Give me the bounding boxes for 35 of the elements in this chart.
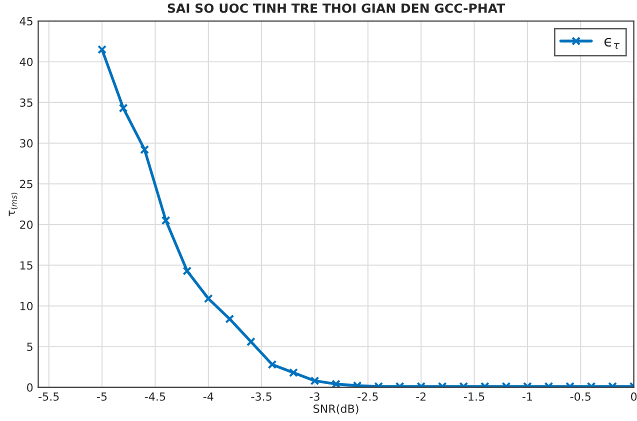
- point: [98, 45, 107, 54]
- point: [182, 266, 192, 276]
- x-tick-label: -2: [416, 392, 426, 401]
- point: [225, 314, 234, 324]
- y-tick-label: 40: [20, 58, 33, 66]
- legend-label: ϵ$_{τ}$: [604, 38, 620, 49]
- y-tick-label: 5: [27, 342, 32, 352]
- point: [246, 337, 256, 346]
- point: [161, 216, 170, 225]
- y-tick-label: 10: [20, 302, 33, 310]
- point: [204, 294, 213, 304]
- x-axis-title: SNR(dB): [314, 404, 358, 414]
- x-tick-label: 0: [631, 392, 637, 401]
- point: [332, 380, 341, 388]
- y-tick-label: 30: [20, 139, 33, 148]
- x-tick-label: -5: [97, 392, 107, 401]
- y-tick-label: 35: [20, 98, 32, 107]
- y-tick-label: 0: [27, 383, 33, 392]
- x-tick-label: -2.5: [358, 392, 378, 401]
- y-tick-label: 20: [20, 220, 33, 229]
- x-tick-label: -0.5: [570, 392, 591, 401]
- point: [140, 145, 150, 154]
- chart-title: SAI SO UOC TINH TRE THOI GIAN DEN GCC-PHAT: [168, 3, 506, 13]
- y-tick-label: 45: [20, 17, 32, 26]
- x-tick-label: -3: [310, 392, 320, 401]
- x-tick-label: -5.5: [38, 392, 59, 401]
- x-tick-label: -1.5: [464, 392, 484, 401]
- y-tick-label: 25: [20, 180, 32, 188]
- point: [118, 104, 128, 113]
- x-tick-label: -4: [203, 392, 214, 401]
- x-tick-label: -1: [522, 392, 532, 401]
- x-tick-label: -4.5: [144, 392, 166, 401]
- y-axis-title: τ$_{(ms)}$: [8, 192, 18, 216]
- x-tick-label: -3.5: [251, 392, 272, 401]
- y-tick-label: 15: [20, 261, 32, 270]
